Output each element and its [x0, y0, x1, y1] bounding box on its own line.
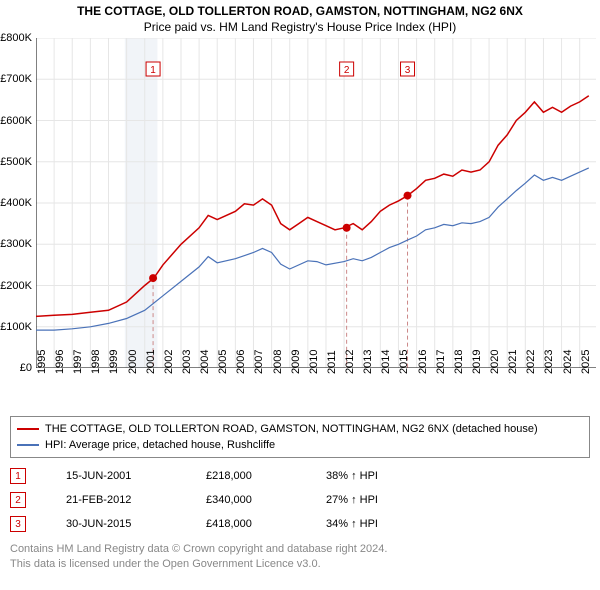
chart-subtitle: Price paid vs. HM Land Registry's House …: [0, 18, 600, 38]
x-tick-label: 2002: [163, 370, 175, 374]
chart-title: THE COTTAGE, OLD TOLLERTON ROAD, GAMSTON…: [0, 0, 600, 18]
legend-item: THE COTTAGE, OLD TOLLERTON ROAD, GAMSTON…: [17, 421, 583, 437]
sale-delta: 27% ↑ HPI: [326, 494, 446, 506]
x-tick-label: 1998: [90, 370, 102, 374]
x-tick-label: 2025: [580, 370, 592, 374]
x-tick-label: 2017: [435, 370, 447, 374]
y-tick-label: £600K: [0, 115, 32, 127]
x-tick-label: 2007: [253, 370, 265, 374]
attribution-line1: Contains HM Land Registry data © Crown c…: [10, 542, 590, 557]
sale-row: 2 21-FEB-2012£340,00027% ↑ HPI: [10, 488, 590, 512]
x-tick-label: 2003: [181, 370, 193, 374]
legend-label: THE COTTAGE, OLD TOLLERTON ROAD, GAMSTON…: [45, 423, 538, 435]
x-tick-label: 2015: [398, 370, 410, 374]
x-tick-label: 2021: [507, 370, 519, 374]
sale-marker: 3: [10, 516, 26, 532]
x-tick-label: 1997: [72, 370, 84, 374]
sale-row: 3 30-JUN-2015£418,00034% ↑ HPI: [10, 512, 590, 536]
y-tick-label: £500K: [0, 156, 32, 168]
x-tick-label: 2024: [562, 370, 574, 374]
attribution-line2: This data is licensed under the Open Gov…: [10, 557, 590, 572]
x-tick-label: 2010: [308, 370, 320, 374]
sale-marker: 2: [10, 492, 26, 508]
chart-area: £0£100K£200K£300K£400K£500K£600K£700K£80…: [36, 38, 596, 368]
svg-text:1: 1: [150, 65, 156, 76]
sale-row: 1 15-JUN-2001£218,00038% ↑ HPI: [10, 464, 590, 488]
legend-swatch: [17, 444, 39, 446]
x-tick-label: 2022: [525, 370, 537, 374]
y-tick-label: £400K: [0, 197, 32, 209]
legend-label: HPI: Average price, detached house, Rush…: [45, 439, 275, 451]
x-axis-labels: 1995 1996 1997 1998 1999 2000 2001 2002 2003 2004…: [36, 368, 596, 408]
svg-text:2: 2: [344, 65, 350, 76]
sale-price: £218,000: [206, 470, 326, 482]
x-tick-label: 2023: [543, 370, 555, 374]
x-tick-label: 1999: [108, 370, 120, 374]
x-tick-label: 2012: [344, 370, 356, 374]
x-tick-label: 2006: [235, 370, 247, 374]
x-tick-label: 1996: [54, 370, 66, 374]
x-tick-label: 2019: [471, 370, 483, 374]
y-tick-label: £700K: [0, 73, 32, 85]
chart-svg: 1 2 3: [36, 38, 596, 368]
x-tick-label: 2016: [417, 370, 429, 374]
y-tick-label: £300K: [0, 238, 32, 250]
x-tick-label: 1995: [36, 370, 48, 374]
y-tick-label: £0: [20, 362, 32, 374]
y-tick-label: £200K: [0, 280, 32, 292]
y-tick-label: £800K: [0, 32, 32, 44]
x-tick-label: 2014: [380, 370, 392, 374]
x-tick-label: 2009: [290, 370, 302, 374]
sale-date: 21-FEB-2012: [66, 494, 206, 506]
x-tick-label: 2000: [127, 370, 139, 374]
sale-price: £418,000: [206, 518, 326, 530]
svg-text:3: 3: [405, 65, 411, 76]
x-tick-label: 2013: [362, 370, 374, 374]
legend-item: HPI: Average price, detached house, Rush…: [17, 437, 583, 453]
attribution: Contains HM Land Registry data © Crown c…: [10, 542, 590, 572]
x-tick-label: 2004: [199, 370, 211, 374]
sales-table: 1 15-JUN-2001£218,00038% ↑ HPI 2 21-FEB-201…: [10, 464, 590, 536]
sale-marker: 1: [10, 468, 26, 484]
sale-date: 15-JUN-2001: [66, 470, 206, 482]
sale-delta: 34% ↑ HPI: [326, 518, 446, 530]
sale-price: £340,000: [206, 494, 326, 506]
legend: THE COTTAGE, OLD TOLLERTON ROAD, GAMSTON…: [10, 416, 590, 458]
sale-delta: 38% ↑ HPI: [326, 470, 446, 482]
x-tick-label: 2001: [145, 370, 157, 374]
x-tick-label: 2018: [453, 370, 465, 374]
sale-date: 30-JUN-2015: [66, 518, 206, 530]
x-tick-label: 2008: [272, 370, 284, 374]
legend-swatch: [17, 428, 39, 430]
y-tick-label: £100K: [0, 321, 32, 333]
x-tick-label: 2020: [489, 370, 501, 374]
y-axis-labels: £0£100K£200K£300K£400K£500K£600K£700K£80…: [0, 38, 34, 368]
x-tick-label: 2011: [326, 370, 338, 374]
x-tick-label: 2005: [217, 370, 229, 374]
